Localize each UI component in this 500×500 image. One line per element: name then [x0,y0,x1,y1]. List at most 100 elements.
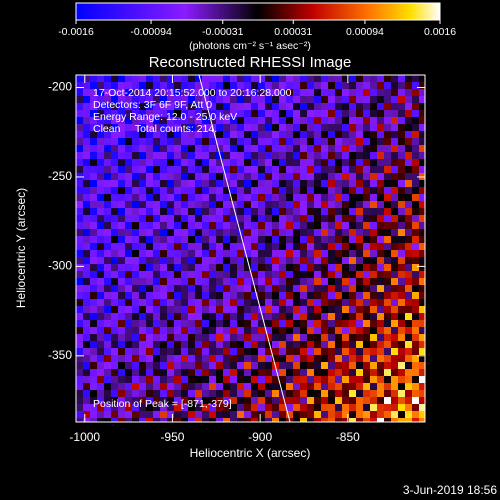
image-cell [321,285,328,292]
image-cell [398,299,405,306]
image-cell [335,362,342,369]
image-cell [188,131,195,138]
image-cell [335,271,342,278]
image-cell [363,117,370,124]
image-cell [349,257,356,264]
image-cell [153,404,160,411]
image-cell [118,376,125,383]
image-cell [412,243,419,250]
image-cell [251,229,258,236]
image-cell [321,250,328,257]
image-cell [174,229,181,236]
image-cell [104,292,111,299]
plot-frame [75,74,426,423]
image-cell [349,96,356,103]
image-cell [384,180,391,187]
image-cell [195,341,202,348]
image-cell [370,306,377,313]
image-cell [377,264,384,271]
image-cell [195,229,202,236]
image-cell [363,313,370,320]
image-cell [398,306,405,313]
image-cell [83,159,90,166]
image-cell [209,390,216,397]
image-cell [216,243,223,250]
image-cell [146,348,153,355]
image-cell [244,355,251,362]
image-cell [391,208,398,215]
image-cell [300,411,307,418]
image-cell [111,404,118,411]
image-cell [314,257,321,264]
image-cell [384,313,391,320]
image-cell [174,236,181,243]
image-cell [356,334,363,341]
image-cell [188,110,195,117]
image-cell [160,159,167,166]
image-cell [398,243,405,250]
image-cell [419,180,425,187]
image-cell [237,313,244,320]
image-cell [153,236,160,243]
image-cell [209,362,216,369]
image-cell [167,271,174,278]
image-cell [391,173,398,180]
image-cell [258,306,265,313]
image-cell [342,243,349,250]
image-cell [111,187,118,194]
image-cell [356,369,363,376]
image-cell [209,313,216,320]
image-cell [335,236,342,243]
image-cell [384,271,391,278]
image-cell [237,271,244,278]
image-cell [342,355,349,362]
image-cell [188,404,195,411]
image-cell [111,117,118,124]
image-cell [321,320,328,327]
image-cell [76,250,83,257]
image-cell [167,201,174,208]
image-cell [384,334,391,341]
image-cell [202,257,209,264]
image-cell [251,418,258,422]
image-cell [286,103,293,110]
image-cell [111,257,118,264]
image-cell [97,404,104,411]
image-cell [356,285,363,292]
image-cell [237,341,244,348]
image-cell [265,390,272,397]
image-cell [195,250,202,257]
image-cell [307,236,314,243]
image-cell [167,82,174,89]
image-cell [335,138,342,145]
image-cell [104,376,111,383]
image-cell [160,215,167,222]
image-cell [349,89,356,96]
image-cell [286,173,293,180]
image-cell [286,131,293,138]
image-cell [132,404,139,411]
image-cell [258,320,265,327]
image-cell [384,397,391,404]
image-cell [216,369,223,376]
image-cell [188,292,195,299]
image-cell [90,306,97,313]
image-cell [279,411,286,418]
image-cell [328,355,335,362]
image-cell [370,320,377,327]
image-cell [111,264,118,271]
image-cell [209,292,216,299]
image-cell [125,257,132,264]
image-cell [104,341,111,348]
image-cell [104,264,111,271]
image-cell [104,334,111,341]
image-cell [223,341,230,348]
image-cell [244,236,251,243]
image-cell [237,348,244,355]
image-cell [300,418,307,422]
image-cell [251,348,258,355]
image-cell [111,334,118,341]
image-cell [314,369,321,376]
image-cell [314,194,321,201]
image-cell [349,334,356,341]
